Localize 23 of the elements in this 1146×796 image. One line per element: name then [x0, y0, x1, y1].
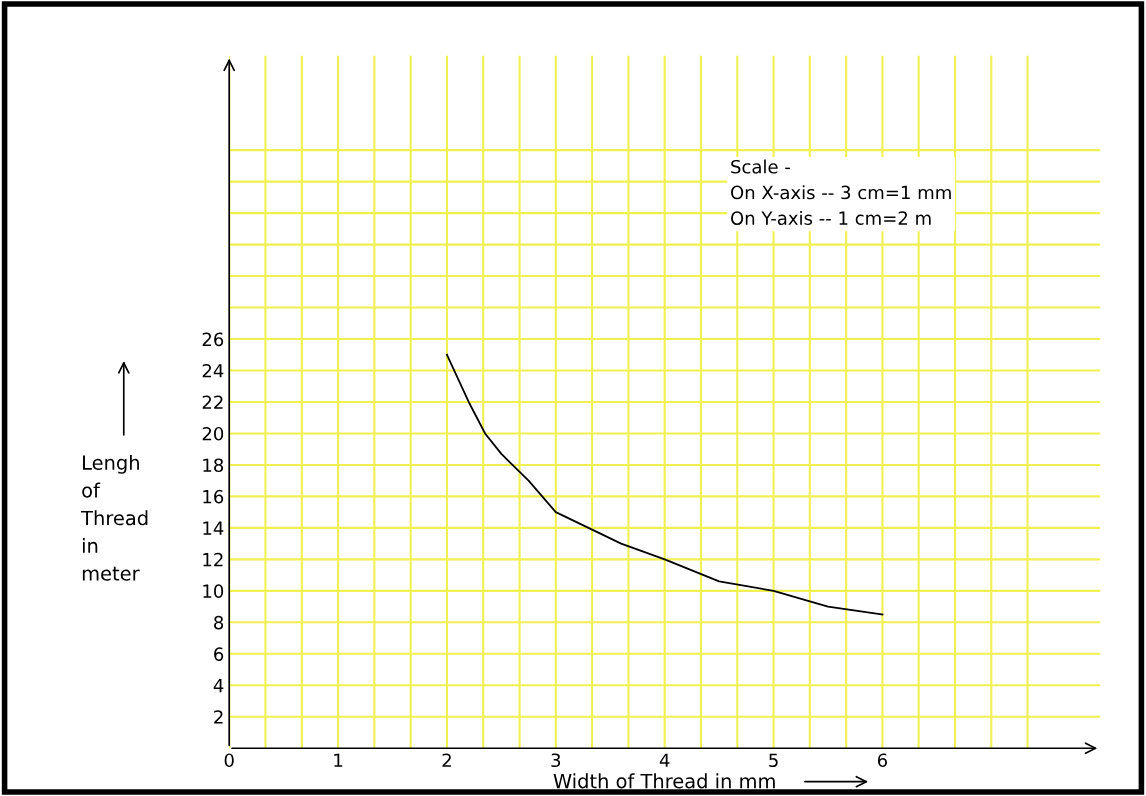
y-axis-title: Lengh of Thread in meter	[81, 454, 148, 581]
x-tick-label: 0	[224, 753, 234, 768]
x-tick-label: 3	[551, 753, 561, 768]
y-tick-label: 8	[214, 615, 224, 630]
x-tick-label: 2	[442, 753, 451, 767]
y-tick-label: 24	[202, 363, 224, 378]
x-tick-label: 5	[769, 753, 778, 768]
y-tick-label: 12	[203, 552, 223, 567]
y-tick-label: 10	[203, 584, 224, 598]
x-axis-title: Width of Thread in mm	[553, 773, 775, 789]
y-tick-label: 14	[203, 521, 224, 535]
x-tick-label: 4	[659, 753, 670, 767]
y-tick-label: 18	[203, 458, 224, 473]
y-tick-label: 2	[214, 710, 223, 724]
y-tick-label: 26	[202, 332, 224, 347]
y-tick-label: 20	[202, 426, 224, 441]
annotation: Scale - On X-axis -- 3 cm=1 mm On Y-axis -- 1 cm=2 m	[731, 159, 951, 225]
x-tick-label: 6	[877, 753, 888, 768]
y-tick-label: 22	[202, 395, 223, 409]
y-tick-label: 16	[203, 489, 224, 504]
x-tick-label: 1	[334, 753, 343, 767]
y-tick-label: 4	[213, 678, 224, 693]
y-tick-label: 6	[214, 647, 224, 661]
